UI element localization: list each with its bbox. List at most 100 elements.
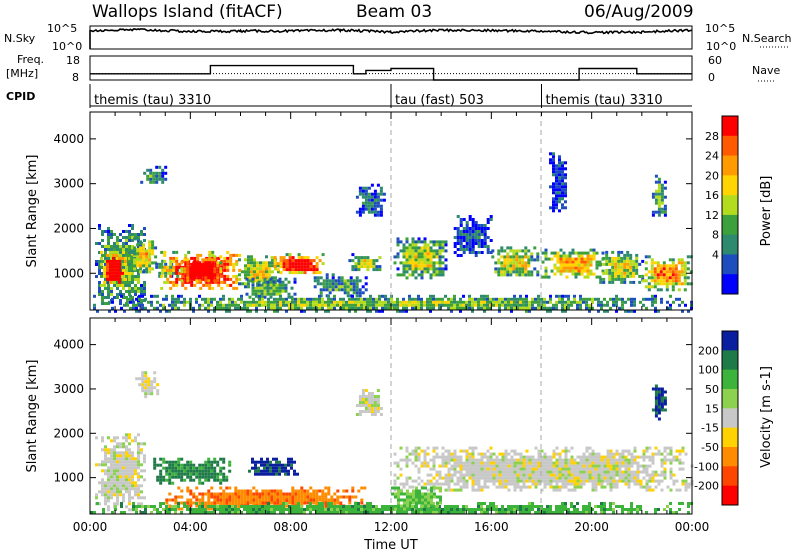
data-cell bbox=[315, 303, 318, 307]
data-cell bbox=[131, 245, 134, 248]
data-cell bbox=[528, 300, 531, 304]
data-cell bbox=[128, 290, 131, 293]
data-cell bbox=[275, 292, 279, 296]
data-cell bbox=[177, 475, 181, 479]
data-cell bbox=[161, 268, 165, 272]
data-cell bbox=[172, 280, 176, 284]
data-cell bbox=[107, 257, 110, 260]
data-cell bbox=[480, 508, 483, 511]
data-cell bbox=[204, 279, 208, 283]
data-cell bbox=[324, 300, 327, 304]
data-cell bbox=[355, 288, 359, 292]
data-cell bbox=[142, 270, 146, 274]
data-cell bbox=[122, 445, 125, 449]
data-cell bbox=[674, 270, 678, 274]
data-cell bbox=[128, 230, 131, 233]
data-cell bbox=[327, 294, 330, 298]
data-cell bbox=[501, 458, 505, 462]
data-cell bbox=[98, 269, 101, 272]
data-cell bbox=[229, 259, 233, 263]
data-cell bbox=[249, 303, 252, 307]
data-cell bbox=[561, 182, 564, 186]
data-cell bbox=[207, 297, 210, 301]
data-cell bbox=[654, 306, 657, 310]
data-cell bbox=[112, 274, 115, 278]
data-cell bbox=[171, 297, 174, 301]
data-cell bbox=[512, 252, 516, 256]
data-cell bbox=[255, 495, 259, 499]
data-cell bbox=[426, 243, 430, 247]
data-cell bbox=[561, 482, 565, 486]
data-cell bbox=[118, 283, 121, 287]
data-cell bbox=[104, 499, 107, 503]
data-cell bbox=[125, 245, 128, 248]
data-cell bbox=[510, 473, 514, 477]
data-cell bbox=[555, 179, 558, 183]
data-cell bbox=[131, 478, 134, 482]
data-cell bbox=[116, 248, 119, 251]
data-cell bbox=[156, 306, 159, 310]
data-cell bbox=[486, 306, 489, 310]
data-cell bbox=[125, 236, 128, 239]
data-cell bbox=[321, 262, 325, 266]
data-cell bbox=[124, 277, 127, 281]
data-cell bbox=[161, 168, 165, 172]
data-cell bbox=[489, 306, 492, 310]
data-cell bbox=[564, 194, 567, 198]
data-cell bbox=[128, 433, 131, 437]
data-cell bbox=[130, 267, 134, 271]
data-cell bbox=[354, 297, 357, 301]
data-cell bbox=[656, 276, 660, 280]
data-cell bbox=[507, 306, 510, 310]
data-cell bbox=[260, 463, 263, 467]
data-cell bbox=[244, 282, 247, 286]
data-cell bbox=[525, 470, 529, 474]
data-cell bbox=[483, 464, 487, 468]
data-cell bbox=[192, 270, 196, 274]
data-cell bbox=[110, 257, 113, 260]
data-cell bbox=[597, 479, 601, 483]
data-cell bbox=[208, 253, 212, 257]
data-cell bbox=[495, 505, 498, 508]
data-cell bbox=[287, 469, 290, 473]
data-cell bbox=[504, 464, 508, 468]
data-cell bbox=[547, 275, 551, 279]
data-cell bbox=[576, 306, 579, 310]
data-cell bbox=[113, 281, 116, 284]
data-cell bbox=[612, 458, 616, 462]
data-cell bbox=[276, 505, 279, 508]
data-cell bbox=[456, 488, 460, 492]
data-cell bbox=[629, 265, 633, 269]
data-cell bbox=[139, 264, 143, 268]
data-cell bbox=[582, 470, 586, 474]
data-cell bbox=[393, 452, 397, 456]
data-cell bbox=[489, 215, 493, 218]
data-cell bbox=[580, 251, 584, 255]
data-cell bbox=[534, 473, 538, 477]
data-cell bbox=[417, 267, 421, 271]
data-cell bbox=[148, 264, 152, 268]
data-cell bbox=[164, 262, 168, 266]
data-cell bbox=[131, 475, 134, 479]
data-cell bbox=[435, 482, 439, 486]
data-cell bbox=[480, 464, 484, 468]
data-cell bbox=[140, 299, 143, 302]
data-cell bbox=[207, 489, 211, 493]
data-cell bbox=[270, 306, 273, 310]
data-cell bbox=[657, 186, 661, 190]
data-cell bbox=[417, 294, 420, 298]
data-cell bbox=[644, 261, 648, 265]
data-cell bbox=[128, 502, 131, 506]
data-cell bbox=[495, 303, 498, 307]
data-cell bbox=[300, 259, 304, 263]
data-cell bbox=[501, 300, 504, 304]
data-cell bbox=[405, 455, 409, 459]
data-cell bbox=[411, 297, 414, 301]
data-cell bbox=[522, 505, 525, 508]
data-cell bbox=[315, 297, 318, 301]
data-cell bbox=[149, 168, 153, 172]
data-cell bbox=[571, 266, 575, 270]
data-cell bbox=[141, 303, 144, 307]
data-cell bbox=[543, 303, 546, 307]
